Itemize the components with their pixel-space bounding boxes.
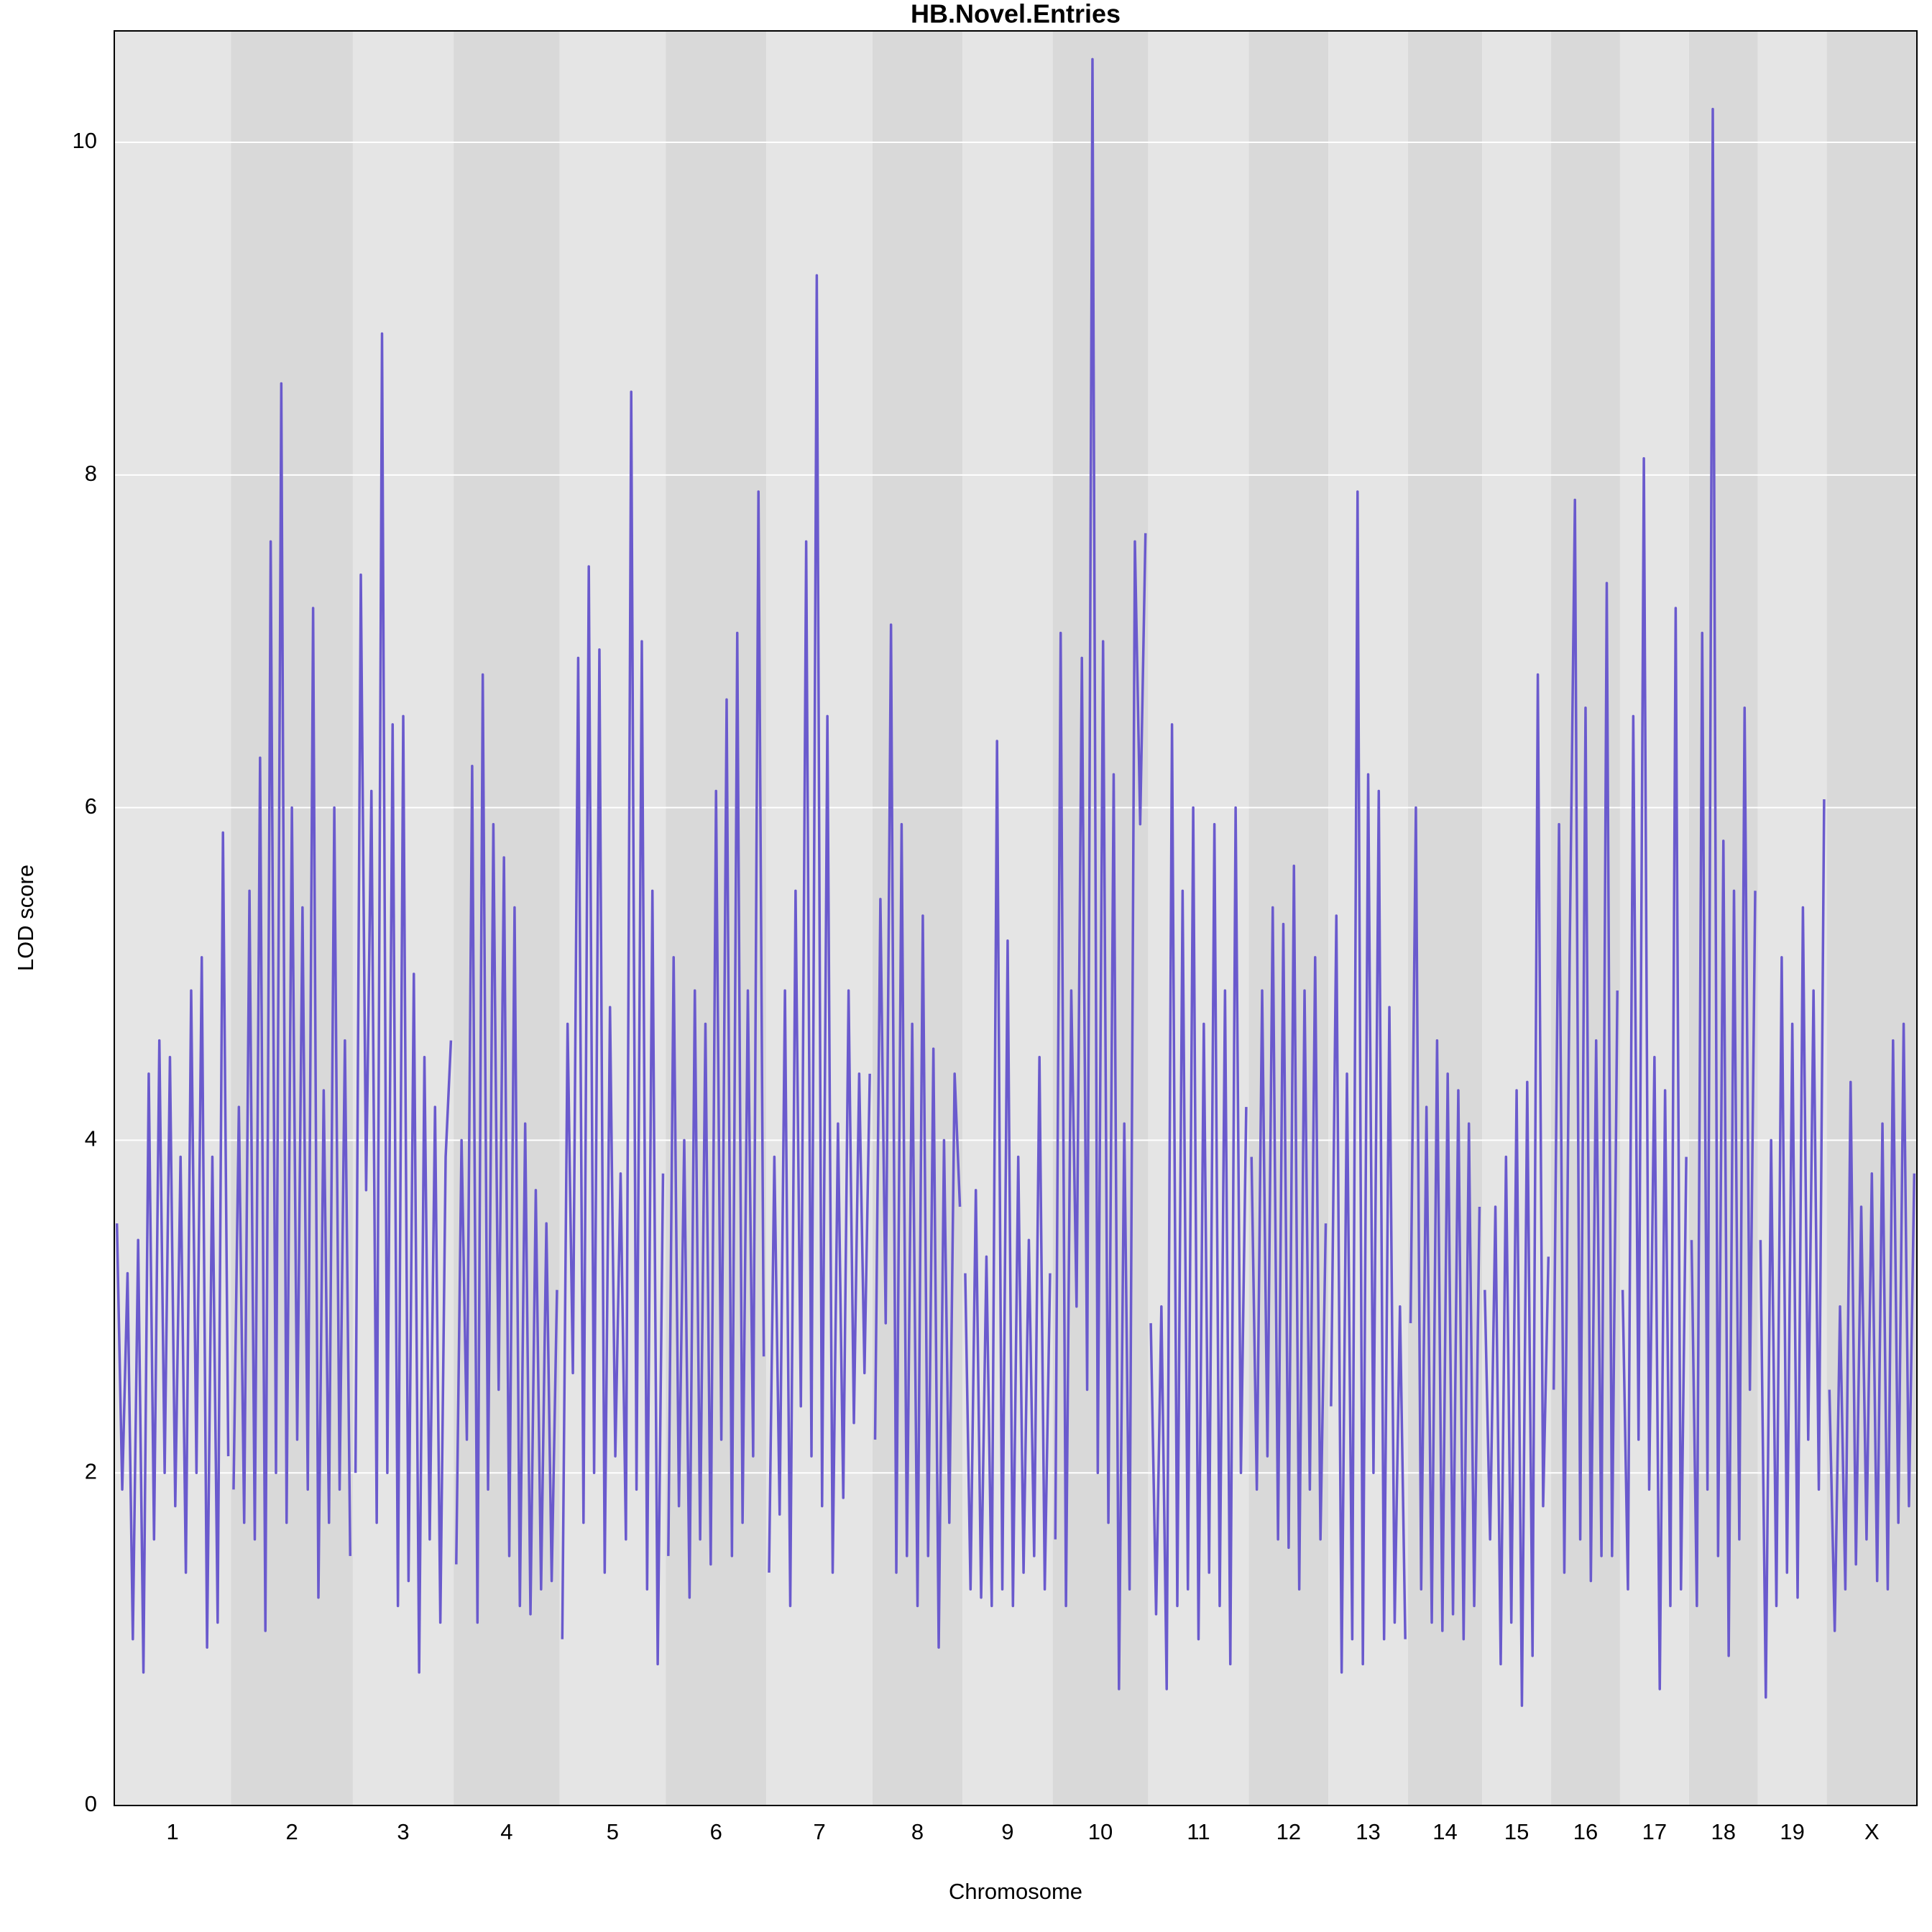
lod-line [873, 623, 962, 1649]
x-tick-label: 8 [911, 1819, 924, 1844]
lod-line [1828, 1022, 1916, 1632]
lod-line [667, 490, 765, 1599]
x-tick-label: 16 [1573, 1819, 1598, 1844]
lod-line [455, 673, 558, 1624]
y-tick-label: 6 [85, 794, 97, 819]
x-tick-label: 17 [1642, 1819, 1667, 1844]
x-tick-label: 2 [285, 1819, 298, 1844]
y-axis-label: LOD score [13, 865, 38, 971]
lod-line [1250, 864, 1328, 1591]
chromosome-band [454, 31, 560, 1806]
x-axis-label: Chromosome [949, 1879, 1082, 1904]
y-tick-label: 2 [85, 1458, 97, 1484]
lod-lines [115, 58, 1916, 1707]
x-tick-label: 13 [1356, 1819, 1380, 1844]
x-tick-label: 10 [1088, 1819, 1113, 1844]
lod-line [768, 274, 871, 1608]
x-tick-label: 6 [710, 1819, 722, 1844]
x-tick-label: 15 [1504, 1819, 1529, 1844]
lod-line [1690, 108, 1757, 1657]
lod-line [1054, 58, 1147, 1690]
y-tick-label: 8 [85, 461, 97, 486]
lod-line [115, 831, 230, 1674]
x-tick-label: 5 [607, 1819, 619, 1844]
x-tick-label: 1 [167, 1819, 179, 1844]
lod-line [354, 332, 453, 1674]
chromosome-band [1482, 31, 1552, 1806]
x-tick-label: 3 [397, 1819, 409, 1844]
chromosome-band [962, 31, 1053, 1806]
x-tick-label: X [1864, 1819, 1880, 1844]
x-tick-label: 19 [1780, 1819, 1804, 1844]
chart-title: HB.Novel.Entries [911, 0, 1121, 29]
x-tick-label: 7 [813, 1819, 825, 1844]
chromosome-band [1757, 31, 1827, 1806]
x-tick-label: 14 [1432, 1819, 1457, 1844]
x-tick-label: 9 [1001, 1819, 1013, 1844]
x-tick-label: 18 [1711, 1819, 1736, 1844]
lod-line [1149, 723, 1248, 1690]
chromosome-band [1826, 31, 1917, 1806]
x-tick-label: 12 [1276, 1819, 1301, 1844]
lod-line [1409, 806, 1481, 1641]
y-tick-label: 0 [85, 1791, 97, 1816]
lod-line [1330, 490, 1407, 1674]
y-tick-label: 10 [73, 128, 97, 153]
lod-line [1484, 673, 1550, 1707]
y-tick-label: 4 [85, 1126, 97, 1151]
lod-line [561, 390, 665, 1666]
lod-line [1552, 498, 1619, 1583]
lod-line [1759, 799, 1826, 1699]
x-tick-label: 4 [500, 1819, 512, 1844]
lod-line [232, 382, 351, 1632]
x-tick-label: 11 [1187, 1819, 1210, 1844]
lod-line [964, 740, 1052, 1608]
chromosome-band [1407, 31, 1483, 1806]
lod-line [1621, 456, 1688, 1690]
plot-frame [114, 30, 1918, 1806]
